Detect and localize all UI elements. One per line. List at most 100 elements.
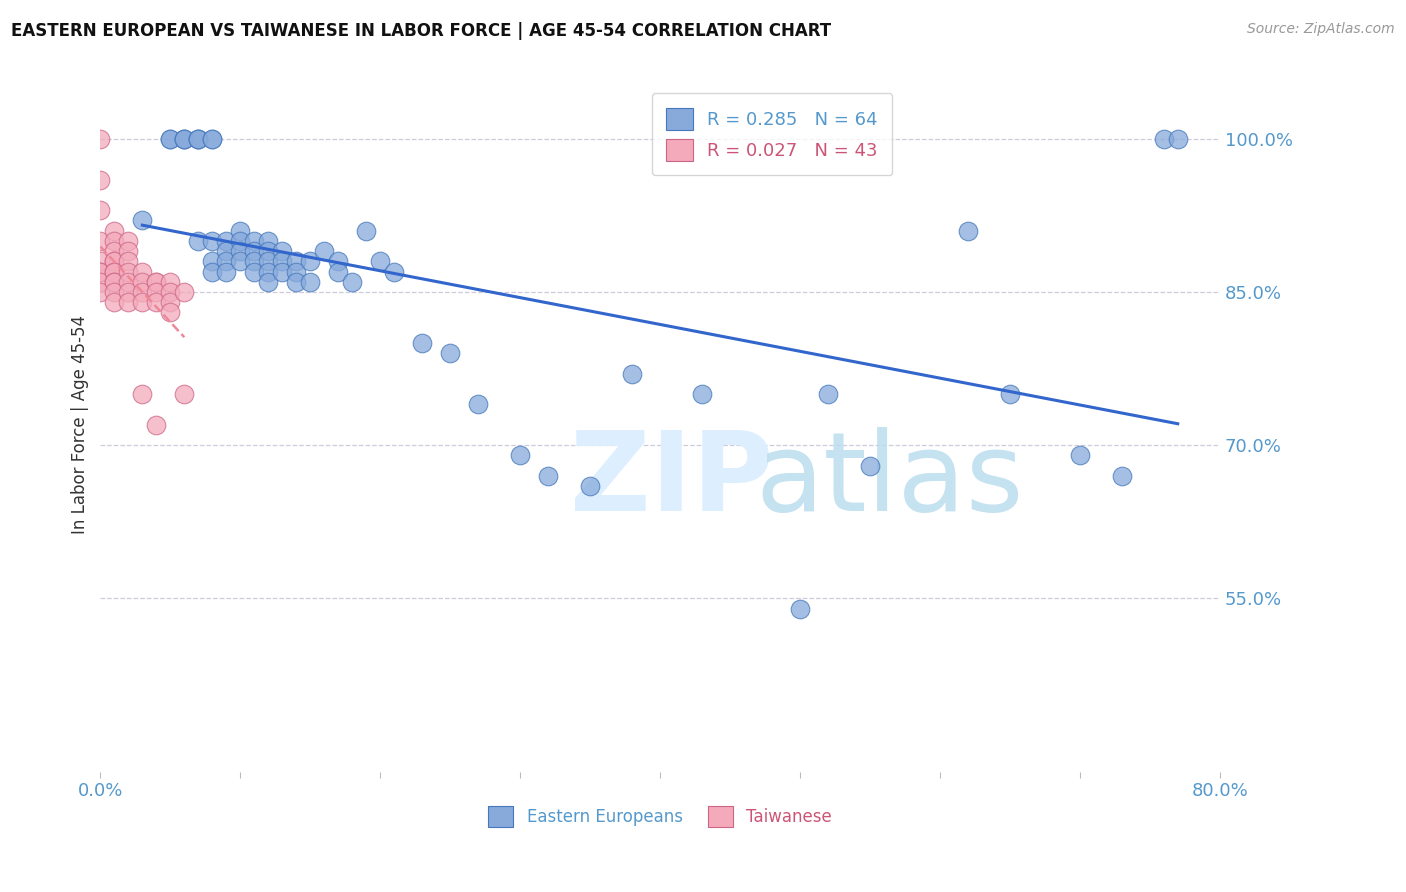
Point xyxy=(89,172,111,186)
Point xyxy=(956,224,979,238)
Point xyxy=(159,285,181,299)
Point xyxy=(187,132,209,146)
Point xyxy=(243,244,266,258)
Point xyxy=(382,264,405,278)
Point xyxy=(257,244,280,258)
Text: EASTERN EUROPEAN VS TAIWANESE IN LABOR FORCE | AGE 45-54 CORRELATION CHART: EASTERN EUROPEAN VS TAIWANESE IN LABOR F… xyxy=(11,22,831,40)
Point xyxy=(579,479,602,493)
Legend: Eastern Europeans, Taiwanese: Eastern Europeans, Taiwanese xyxy=(482,799,838,833)
Point xyxy=(285,264,308,278)
Point xyxy=(103,275,125,289)
Point xyxy=(131,264,153,278)
Point xyxy=(103,295,125,310)
Point xyxy=(271,244,294,258)
Point xyxy=(145,275,167,289)
Text: Source: ZipAtlas.com: Source: ZipAtlas.com xyxy=(1247,22,1395,37)
Point xyxy=(817,387,839,401)
Point xyxy=(173,387,195,401)
Point xyxy=(131,275,153,289)
Point xyxy=(145,417,167,432)
Point xyxy=(328,254,350,268)
Point xyxy=(859,458,882,473)
Point xyxy=(243,254,266,268)
Point xyxy=(117,275,139,289)
Point xyxy=(89,234,111,248)
Point xyxy=(439,346,461,360)
Point xyxy=(117,295,139,310)
Point xyxy=(328,264,350,278)
Point xyxy=(145,275,167,289)
Point xyxy=(537,468,560,483)
Point xyxy=(342,275,364,289)
Point xyxy=(1167,132,1189,146)
Point xyxy=(257,254,280,268)
Point xyxy=(1111,468,1133,483)
Point xyxy=(159,132,181,146)
Point xyxy=(103,264,125,278)
Point xyxy=(131,387,153,401)
Point xyxy=(103,275,125,289)
Point xyxy=(299,254,322,268)
Point xyxy=(467,397,489,411)
Point xyxy=(117,285,139,299)
Point xyxy=(89,285,111,299)
Point xyxy=(131,285,153,299)
Point xyxy=(229,234,252,248)
Point xyxy=(103,254,125,268)
Point xyxy=(173,285,195,299)
Point xyxy=(117,234,139,248)
Point xyxy=(159,275,181,289)
Point xyxy=(131,213,153,227)
Point xyxy=(789,601,811,615)
Point xyxy=(368,254,391,268)
Point xyxy=(201,254,224,268)
Point xyxy=(257,264,280,278)
Point xyxy=(285,275,308,289)
Point xyxy=(159,305,181,319)
Text: atlas: atlas xyxy=(755,426,1024,533)
Point xyxy=(243,264,266,278)
Point xyxy=(690,387,713,401)
Point xyxy=(354,224,377,238)
Point xyxy=(509,449,531,463)
Point xyxy=(103,254,125,268)
Point xyxy=(89,132,111,146)
Point xyxy=(201,234,224,248)
Point xyxy=(229,224,252,238)
Point xyxy=(215,244,238,258)
Point xyxy=(215,254,238,268)
Point xyxy=(103,285,125,299)
Point xyxy=(257,234,280,248)
Point xyxy=(103,244,125,258)
Point xyxy=(201,264,224,278)
Point xyxy=(103,234,125,248)
Point xyxy=(159,295,181,310)
Point xyxy=(271,254,294,268)
Point xyxy=(187,234,209,248)
Point xyxy=(187,132,209,146)
Point xyxy=(173,132,195,146)
Point xyxy=(229,254,252,268)
Point xyxy=(89,254,111,268)
Point xyxy=(1069,449,1091,463)
Point xyxy=(173,132,195,146)
Point xyxy=(201,132,224,146)
Point xyxy=(89,203,111,218)
Point xyxy=(215,264,238,278)
Point xyxy=(285,254,308,268)
Text: ZIP: ZIP xyxy=(571,426,773,533)
Point xyxy=(89,264,111,278)
Y-axis label: In Labor Force | Age 45-54: In Labor Force | Age 45-54 xyxy=(72,315,89,534)
Point xyxy=(998,387,1021,401)
Point xyxy=(314,244,336,258)
Point xyxy=(117,264,139,278)
Point xyxy=(89,275,111,289)
Point xyxy=(159,132,181,146)
Point xyxy=(173,132,195,146)
Point xyxy=(257,275,280,289)
Point xyxy=(621,367,644,381)
Point xyxy=(131,295,153,310)
Point xyxy=(145,285,167,299)
Point xyxy=(243,234,266,248)
Point xyxy=(145,295,167,310)
